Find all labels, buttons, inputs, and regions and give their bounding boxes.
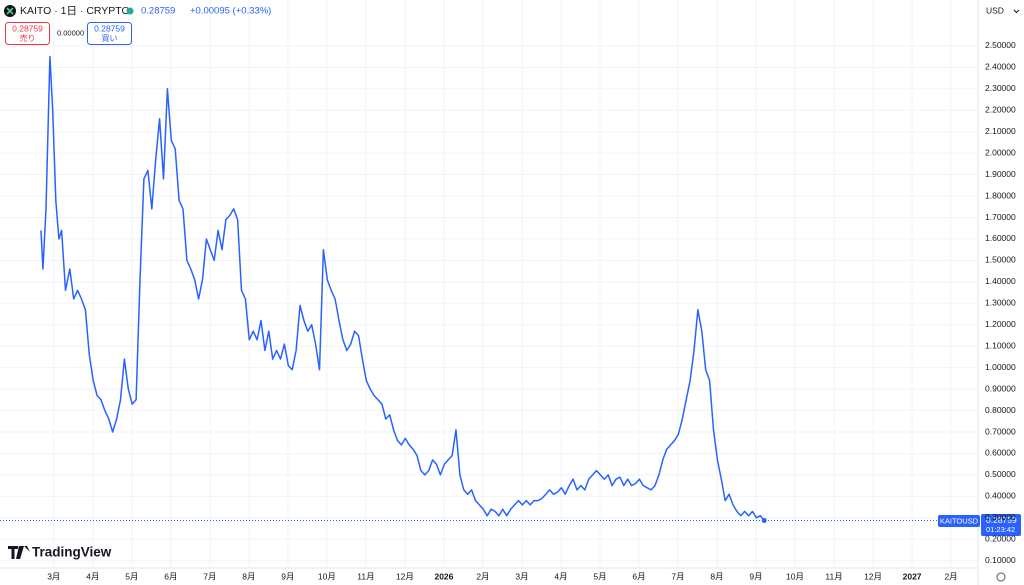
y-tick-label: 2.00000 — [985, 147, 1016, 157]
x-tick-label: 9月 — [749, 571, 762, 581]
x-tick-label: 12月 — [864, 571, 882, 581]
buy-label[interactable]: 買い — [102, 34, 118, 43]
x-tick-label: 2027 — [903, 571, 922, 581]
price-tag-countdown: 01:23:42 — [986, 525, 1015, 534]
x-tick-label: 2月 — [476, 571, 489, 581]
x-tick-label: 7月 — [671, 571, 684, 581]
buy-button[interactable] — [87, 22, 132, 45]
sell-label[interactable]: 売り — [20, 33, 36, 43]
y-tick-label: 1.10000 — [985, 340, 1016, 350]
x-tick-label: 4月 — [86, 571, 99, 581]
spread: 0.00000 — [57, 28, 84, 37]
x-tick-label: 6月 — [632, 571, 645, 581]
x-tick-label: 8月 — [242, 571, 255, 581]
grid — [0, 0, 978, 568]
currency-selector[interactable]: USD — [986, 5, 1004, 15]
y-tick-label: 0.30000 — [985, 512, 1016, 522]
settings-icon[interactable] — [996, 572, 1006, 582]
y-tick-label: 2.50000 — [985, 40, 1016, 50]
last-price: 0.28759 — [141, 6, 175, 17]
x-tick-label: 6月 — [164, 571, 177, 581]
ticker-tag — [938, 515, 980, 527]
price-change: +0.00095 (+0.33%) — [190, 6, 271, 17]
price-tag — [981, 514, 1021, 536]
y-tick-label: 1.20000 — [985, 319, 1016, 329]
x-tick-label: 4月 — [554, 571, 567, 581]
y-tick-label: 0.90000 — [985, 383, 1016, 393]
y-tick-label: 0.80000 — [985, 405, 1016, 415]
brand-name: TradingView — [32, 545, 112, 560]
y-tick-label: 2.10000 — [985, 126, 1016, 136]
y-tick-label: 1.70000 — [985, 212, 1016, 222]
y-tick-label: 2.40000 — [985, 62, 1016, 72]
y-tick-label: 0.60000 — [985, 448, 1016, 458]
y-tick-label: 0.20000 — [985, 534, 1016, 544]
x-tick-label: 11月 — [825, 571, 842, 581]
x-tick-label: 8月 — [710, 571, 723, 581]
brand-logo — [8, 546, 30, 559]
x-tick-label: 9月 — [281, 571, 294, 581]
price-tag-value: 0.28759 — [986, 515, 1017, 525]
plot — [0, 55, 978, 523]
x-tick-label: 5月 — [593, 571, 606, 581]
x-tick-label: 2026 — [434, 571, 453, 581]
symbol-title[interactable]: KAITO · 1日 · CRYPTO — [20, 5, 130, 17]
x-tick-label: 2月 — [944, 571, 957, 581]
x-tick-label: 7月 — [203, 571, 216, 581]
y-tick-label: 1.00000 — [985, 362, 1016, 372]
y-tick-label: 0.50000 — [985, 469, 1016, 479]
y-tick-label: 0.40000 — [985, 491, 1016, 501]
x-tick-label: 10月 — [318, 571, 336, 581]
sell-button[interactable] — [5, 22, 50, 45]
y-tick-label: 0.70000 — [985, 426, 1016, 436]
y-tick-label: 2.20000 — [985, 105, 1016, 115]
x-tick-label: 10月 — [786, 571, 804, 581]
x-tick-label: 3月 — [515, 571, 528, 581]
x-tick-label: 5月 — [125, 571, 138, 581]
x-tick-label: 12月 — [396, 571, 414, 581]
buy-price[interactable]: 0.28759 — [94, 23, 125, 33]
y-tick-label: 2.30000 — [985, 83, 1016, 93]
y-tick-label: 0.10000 — [985, 555, 1016, 565]
y-tick-label: 1.30000 — [985, 298, 1016, 308]
y-tick-label: 1.90000 — [985, 169, 1016, 179]
sell-price[interactable]: 0.28759 — [12, 23, 43, 33]
last-price-dot — [761, 517, 767, 523]
x-tick-label: 11月 — [357, 571, 374, 581]
y-tick-label: 1.60000 — [985, 233, 1016, 243]
ticker-tag-label: KAITOUSD — [940, 516, 979, 525]
market-status — [126, 7, 134, 15]
price-line — [40, 55, 765, 521]
dropdown-icon[interactable] — [1013, 9, 1020, 14]
y-tick-label: 1.80000 — [985, 190, 1016, 200]
y-tick-label: 1.40000 — [985, 276, 1016, 286]
symbol-logo-mark — [6, 7, 14, 15]
x-tick-label: 3月 — [47, 571, 60, 581]
y-tick-label: 1.50000 — [985, 255, 1016, 265]
